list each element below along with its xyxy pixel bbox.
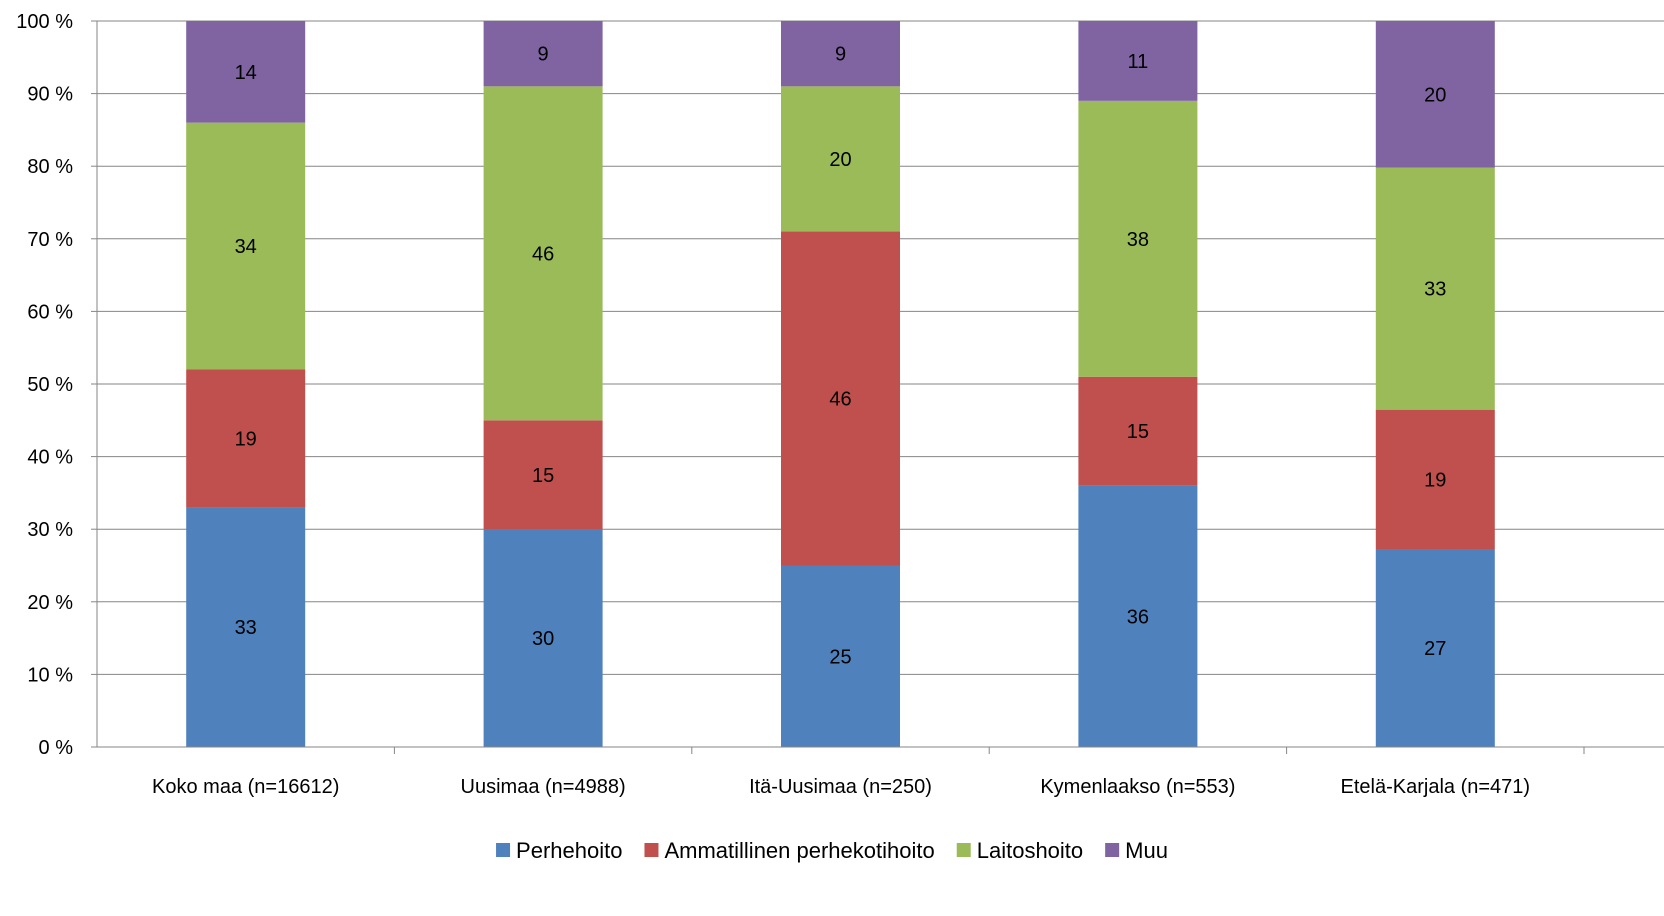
bar-segment bbox=[1078, 100, 1198, 377]
data-label: 11 bbox=[1128, 51, 1149, 73]
category-label: Uusimaa (n=4988) bbox=[461, 776, 626, 798]
legend-label: Perhehoito bbox=[516, 838, 622, 863]
legend: Perhehoito Ammatillinen perhekotihoito Lai… bbox=[496, 838, 1168, 863]
y-tick-label: 90 % bbox=[27, 84, 73, 106]
data-label: 19 bbox=[235, 428, 257, 450]
y-tick-label: 10 % bbox=[27, 664, 73, 686]
y-tick-label: 20 % bbox=[27, 592, 73, 614]
data-label: 20 bbox=[1424, 84, 1446, 106]
bar-segment bbox=[1375, 167, 1495, 410]
y-tick-label: 50 % bbox=[27, 374, 73, 396]
legend-label: Muu bbox=[1125, 838, 1168, 863]
y-tick-label: 70 % bbox=[27, 229, 73, 251]
y-tick-label: 80 % bbox=[27, 156, 73, 178]
bar-segment bbox=[186, 122, 306, 370]
y-tick-label: 100 % bbox=[16, 11, 73, 33]
bar-segment bbox=[1078, 21, 1198, 101]
legend-swatch bbox=[1105, 843, 1120, 857]
bar-segment bbox=[781, 21, 900, 87]
bar-segment bbox=[1375, 549, 1495, 747]
x-axis: Koko maa (n=16612) Uusimaa (n=4988) Itä-Uu… bbox=[97, 746, 1664, 798]
bar-segment bbox=[781, 565, 900, 747]
y-axis: 0 % 10 % 20 % 30 % 40 % 50 % 60 % 70 % 80 % 90 % 1… bbox=[16, 11, 98, 759]
data-label: 27 bbox=[1424, 638, 1446, 660]
bar-segment bbox=[483, 420, 603, 530]
data-label: 25 bbox=[829, 646, 851, 668]
data-label: 15 bbox=[532, 465, 554, 487]
data-label: 33 bbox=[1424, 279, 1446, 301]
bar-segment bbox=[483, 86, 603, 421]
bar-segment bbox=[483, 529, 603, 747]
bar-segment bbox=[186, 369, 306, 508]
y-tick-label: 0 % bbox=[39, 737, 74, 759]
bar-segment bbox=[483, 21, 603, 87]
bars: 33 19 34 14 30 15 46 9 25 46 20 9 36 15 38 11 27 19 33 20 bbox=[186, 21, 1495, 747]
data-label: 20 bbox=[829, 149, 851, 171]
category-label: Kymenlaakso (n=553) bbox=[1040, 776, 1235, 798]
data-label: 14 bbox=[235, 62, 257, 84]
data-label: 38 bbox=[1127, 229, 1149, 251]
y-tick-label: 40 % bbox=[27, 447, 73, 469]
bar-segment bbox=[1078, 376, 1198, 486]
category-label: Etelä-Karjala (n=471) bbox=[1341, 776, 1531, 798]
y-tick-label: 30 % bbox=[27, 519, 73, 541]
bar-segment bbox=[1078, 485, 1198, 747]
data-label: 46 bbox=[829, 389, 851, 411]
data-label: 19 bbox=[1424, 469, 1446, 491]
y-tick-label: 60 % bbox=[27, 301, 73, 323]
data-label: 34 bbox=[235, 236, 257, 258]
data-label: 33 bbox=[235, 617, 257, 639]
bar-segment bbox=[186, 21, 306, 123]
legend-swatch bbox=[644, 843, 659, 857]
legend-swatch bbox=[956, 843, 971, 857]
data-label: 30 bbox=[532, 628, 554, 650]
data-label: 9 bbox=[835, 44, 846, 66]
category-label: Koko maa (n=16612) bbox=[152, 776, 339, 798]
data-label: 46 bbox=[532, 243, 554, 265]
data-label: 15 bbox=[1127, 421, 1149, 443]
legend-label: Ammatillinen perhekotihoito bbox=[664, 838, 934, 863]
legend-label: Laitoshoito bbox=[977, 838, 1083, 863]
bar-segment bbox=[781, 86, 900, 232]
category-label: Itä-Uusimaa (n=250) bbox=[749, 776, 932, 798]
data-label: 36 bbox=[1127, 606, 1149, 628]
bar-segment bbox=[781, 231, 900, 566]
data-label: 9 bbox=[538, 44, 549, 66]
bar-segment bbox=[1375, 409, 1495, 549]
legend-swatch bbox=[496, 843, 511, 857]
bar-segment bbox=[186, 507, 306, 747]
bar-segment bbox=[1375, 21, 1495, 168]
